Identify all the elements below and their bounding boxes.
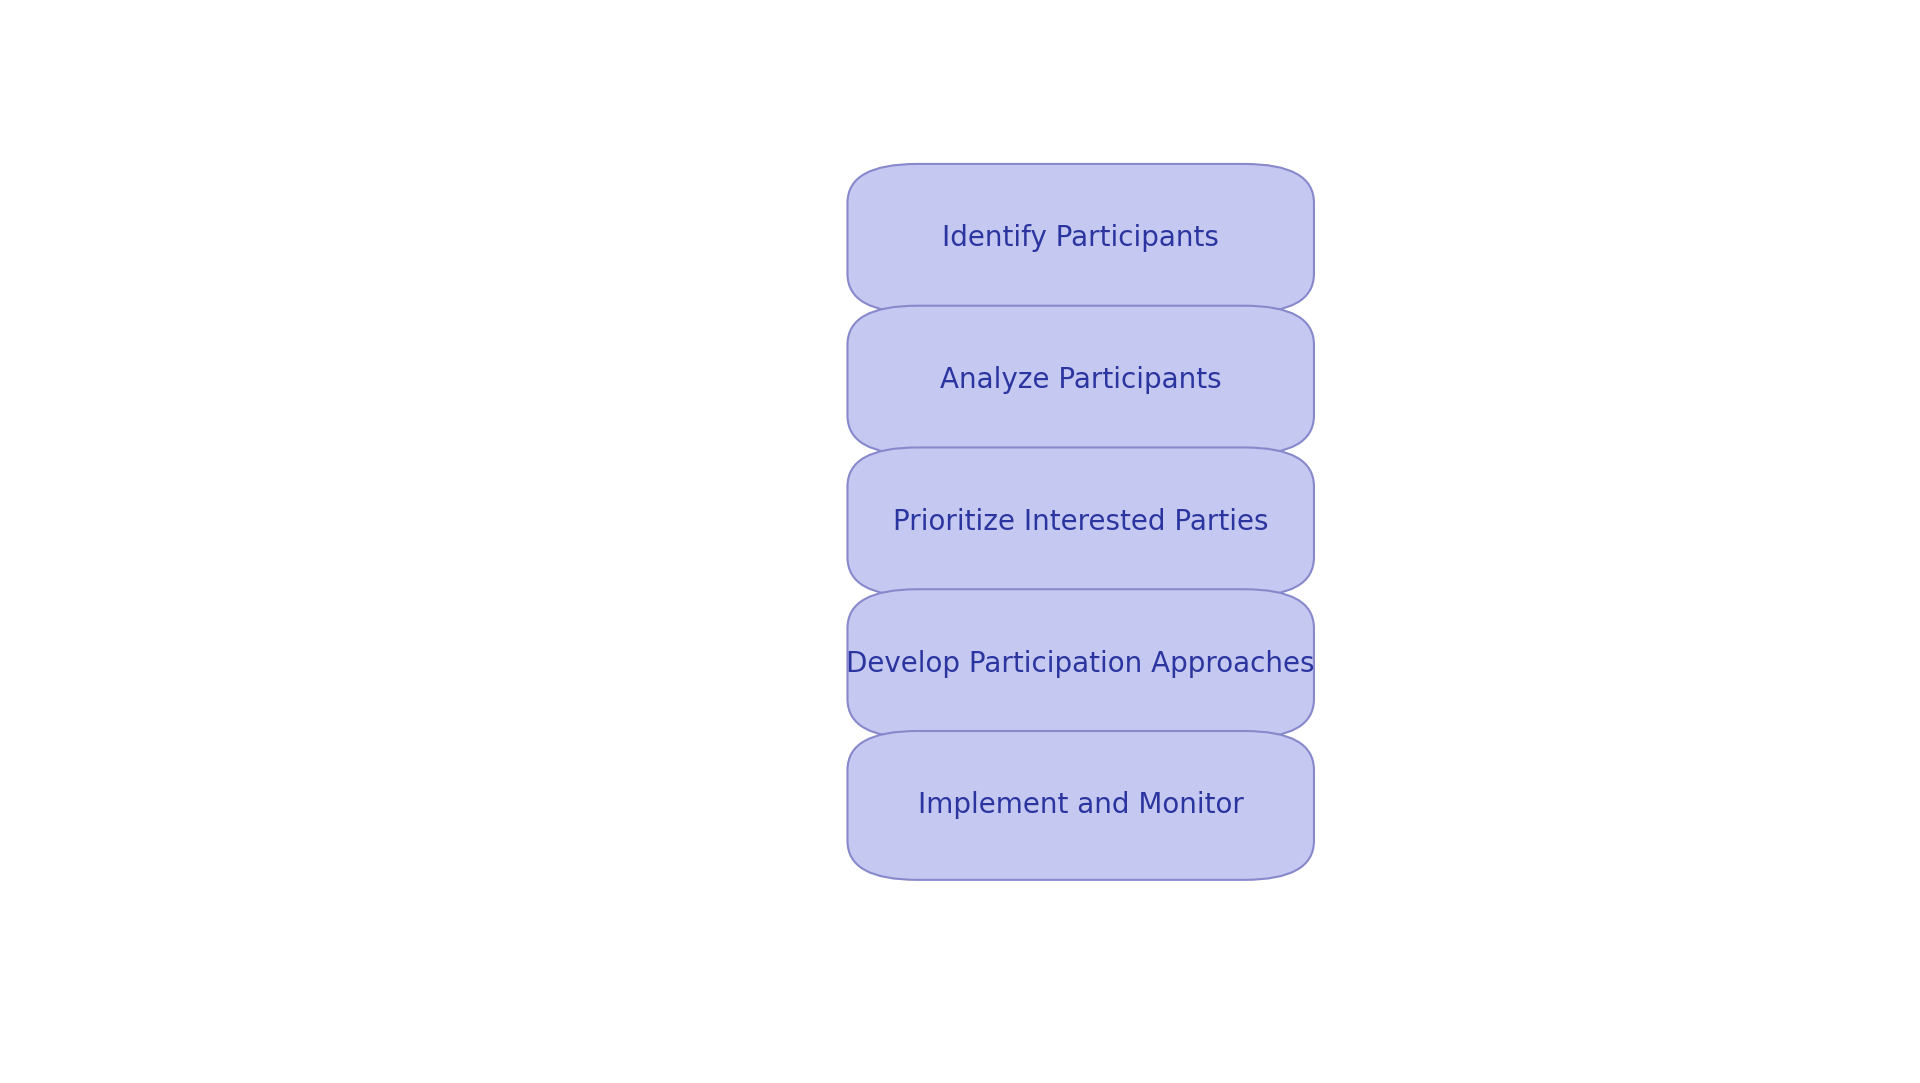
Text: Identify Participants: Identify Participants <box>943 224 1219 252</box>
FancyBboxPatch shape <box>847 164 1313 313</box>
Text: Analyze Participants: Analyze Participants <box>941 366 1221 394</box>
FancyBboxPatch shape <box>847 447 1313 597</box>
Text: Implement and Monitor: Implement and Monitor <box>918 792 1244 820</box>
Text: Prioritize Interested Parties: Prioritize Interested Parties <box>893 508 1269 536</box>
Text: Develop Participation Approaches: Develop Participation Approaches <box>847 650 1315 678</box>
FancyBboxPatch shape <box>847 305 1313 455</box>
FancyBboxPatch shape <box>847 731 1313 879</box>
FancyBboxPatch shape <box>847 589 1313 739</box>
